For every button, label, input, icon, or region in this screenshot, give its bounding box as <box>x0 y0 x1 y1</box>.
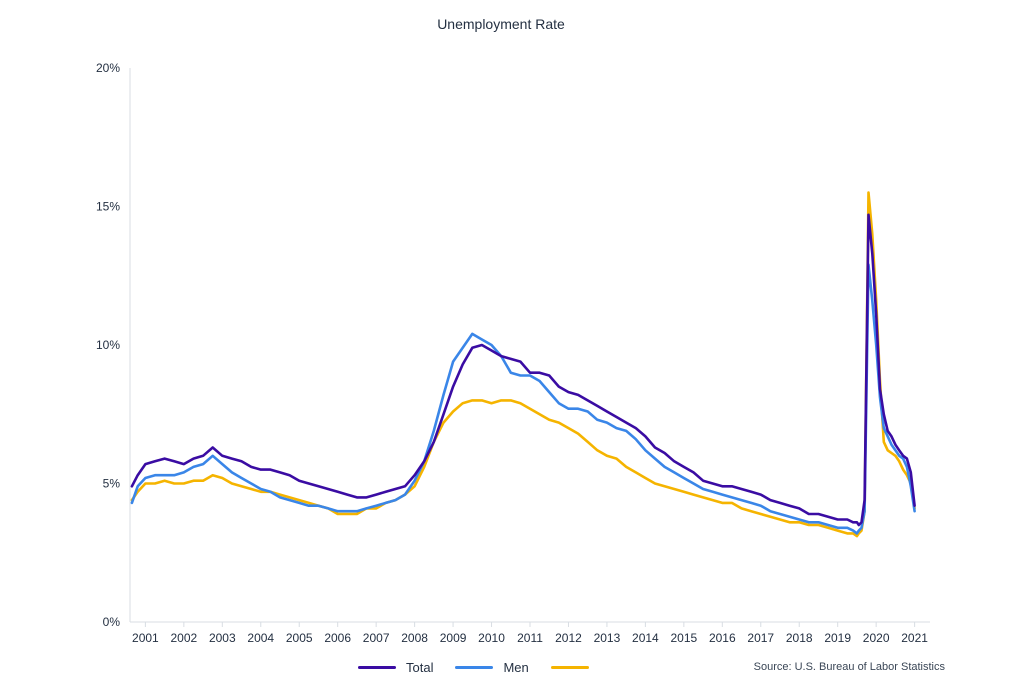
x-tick-label: 2003 <box>209 631 236 645</box>
x-tick-label: 2001 <box>132 631 159 645</box>
y-tick-label: 20% <box>96 61 120 75</box>
x-tick-label: 2002 <box>170 631 197 645</box>
series-lines <box>130 191 916 538</box>
axes: 0% 5% 10% 15% 20% 2001 2002 2003 2004 2005 2006 200… <box>96 61 930 645</box>
legend-item-men[interactable]: Men <box>455 660 529 675</box>
x-tick-label: 2011 <box>517 631 543 645</box>
x-tick-label: 2009 <box>440 631 467 645</box>
x-tick-label: 2010 <box>478 631 505 645</box>
x-tick-label: 2012 <box>555 631 582 645</box>
series-line-men <box>130 263 916 535</box>
y-tick-label: 5% <box>103 477 121 491</box>
x-tick-label: 2017 <box>747 631 774 645</box>
y-tick-label: 10% <box>96 338 120 352</box>
x-tick-label: 2014 <box>632 631 659 645</box>
legend-label-men: Men <box>503 660 529 675</box>
legend-swatch-unlabeled <box>550 666 589 669</box>
legend-item-total[interactable]: Total <box>358 660 433 675</box>
x-tick-label: 2013 <box>594 631 621 645</box>
x-tick-label: 2008 <box>401 631 428 645</box>
x-tick-label: 2005 <box>286 631 313 645</box>
x-tick-label: 2019 <box>824 631 851 645</box>
legend-label-total: Total <box>406 660 434 675</box>
x-tick-label: 2016 <box>709 631 736 645</box>
x-tick-label: 2006 <box>324 631 351 645</box>
y-tick-label: 15% <box>96 200 120 214</box>
y-tick-label: 0% <box>103 615 121 629</box>
x-tick-label: 2021 <box>901 631 928 645</box>
series-line-total <box>130 213 916 527</box>
legend: Total Men <box>358 660 621 675</box>
x-tick-label: 2015 <box>670 631 697 645</box>
x-tick-label: 2004 <box>247 631 274 645</box>
x-tick-label: 2018 <box>786 631 813 645</box>
legend-swatch-men <box>455 666 494 669</box>
legend-item-unlabeled[interactable] <box>550 666 599 669</box>
source-note: Source: U.S. Bureau of Labor Statistics <box>753 661 945 673</box>
legend-swatch-total <box>358 666 396 669</box>
x-tick-label: 2007 <box>363 631 390 645</box>
chart-title: Unemployment Rate <box>437 16 565 32</box>
x-tick-label: 2020 <box>863 631 890 645</box>
